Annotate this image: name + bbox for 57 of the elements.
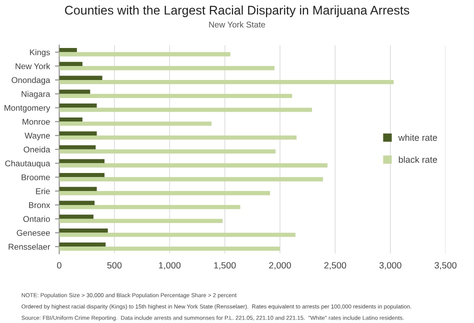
bar [59,163,328,168]
bar [59,131,97,136]
x-tick-label: 2,500 [324,262,346,270]
y-tick-label: Chautauqua [5,160,50,168]
bar [59,200,95,205]
bar [59,232,296,237]
bar [59,246,280,251]
y-tick-label: Rensselaer [8,244,50,250]
y-tick-label: Montgomery [4,105,50,112]
bar [59,90,90,94]
bar [59,177,324,182]
x-tick-label: 500 [107,262,122,269]
bar [59,214,94,219]
bar [59,76,102,80]
y-tick-label: Wayne [24,132,50,140]
legend-label: white rate [398,134,438,141]
bar [59,108,312,112]
legend-label: black rate [398,156,438,163]
y-tick-label: Niagara [22,90,50,99]
y-tick-label: Kings [30,49,50,57]
chart-subtitle: New York State [209,21,266,28]
y-tick-label: Bronx [29,202,50,208]
y-tick-label: Broome [22,174,50,180]
bar [59,117,82,122]
y-tick-label: Ontario [23,216,50,222]
chart-title: Counties with the Largest Racial Disparity in Marijuana Arrests [65,5,410,18]
bar [59,94,292,98]
y-tick-label: New York [16,63,50,70]
x-tick-label: 0 [57,262,62,269]
bar [59,62,82,66]
bar [59,104,97,108]
bar [59,228,108,233]
x-tick-label: 3,500 [434,262,457,270]
x-tick-label: 1,500 [214,262,236,270]
bar [59,218,223,223]
bar [59,145,96,150]
y-tick-label: Monroe [22,118,50,125]
bar [59,66,274,70]
bar [59,122,212,126]
bar [59,80,394,84]
bar [59,173,105,178]
bar [59,136,297,140]
y-tick-label: Onondaga [12,76,50,85]
bar [59,159,105,164]
x-tick-label: 3,000 [379,262,402,270]
bar [59,186,97,192]
bar [59,204,240,210]
bar [59,48,77,52]
bar [59,242,106,247]
bar [59,52,230,56]
bar [59,149,276,154]
bar [59,191,270,196]
y-tick-label: Oneida [24,146,50,152]
y-tick-label: Genesee [16,230,50,236]
x-tick-label: 1,000 [159,262,181,270]
x-tick-label: 2,000 [269,262,291,270]
y-tick-label: Erie [36,188,50,194]
